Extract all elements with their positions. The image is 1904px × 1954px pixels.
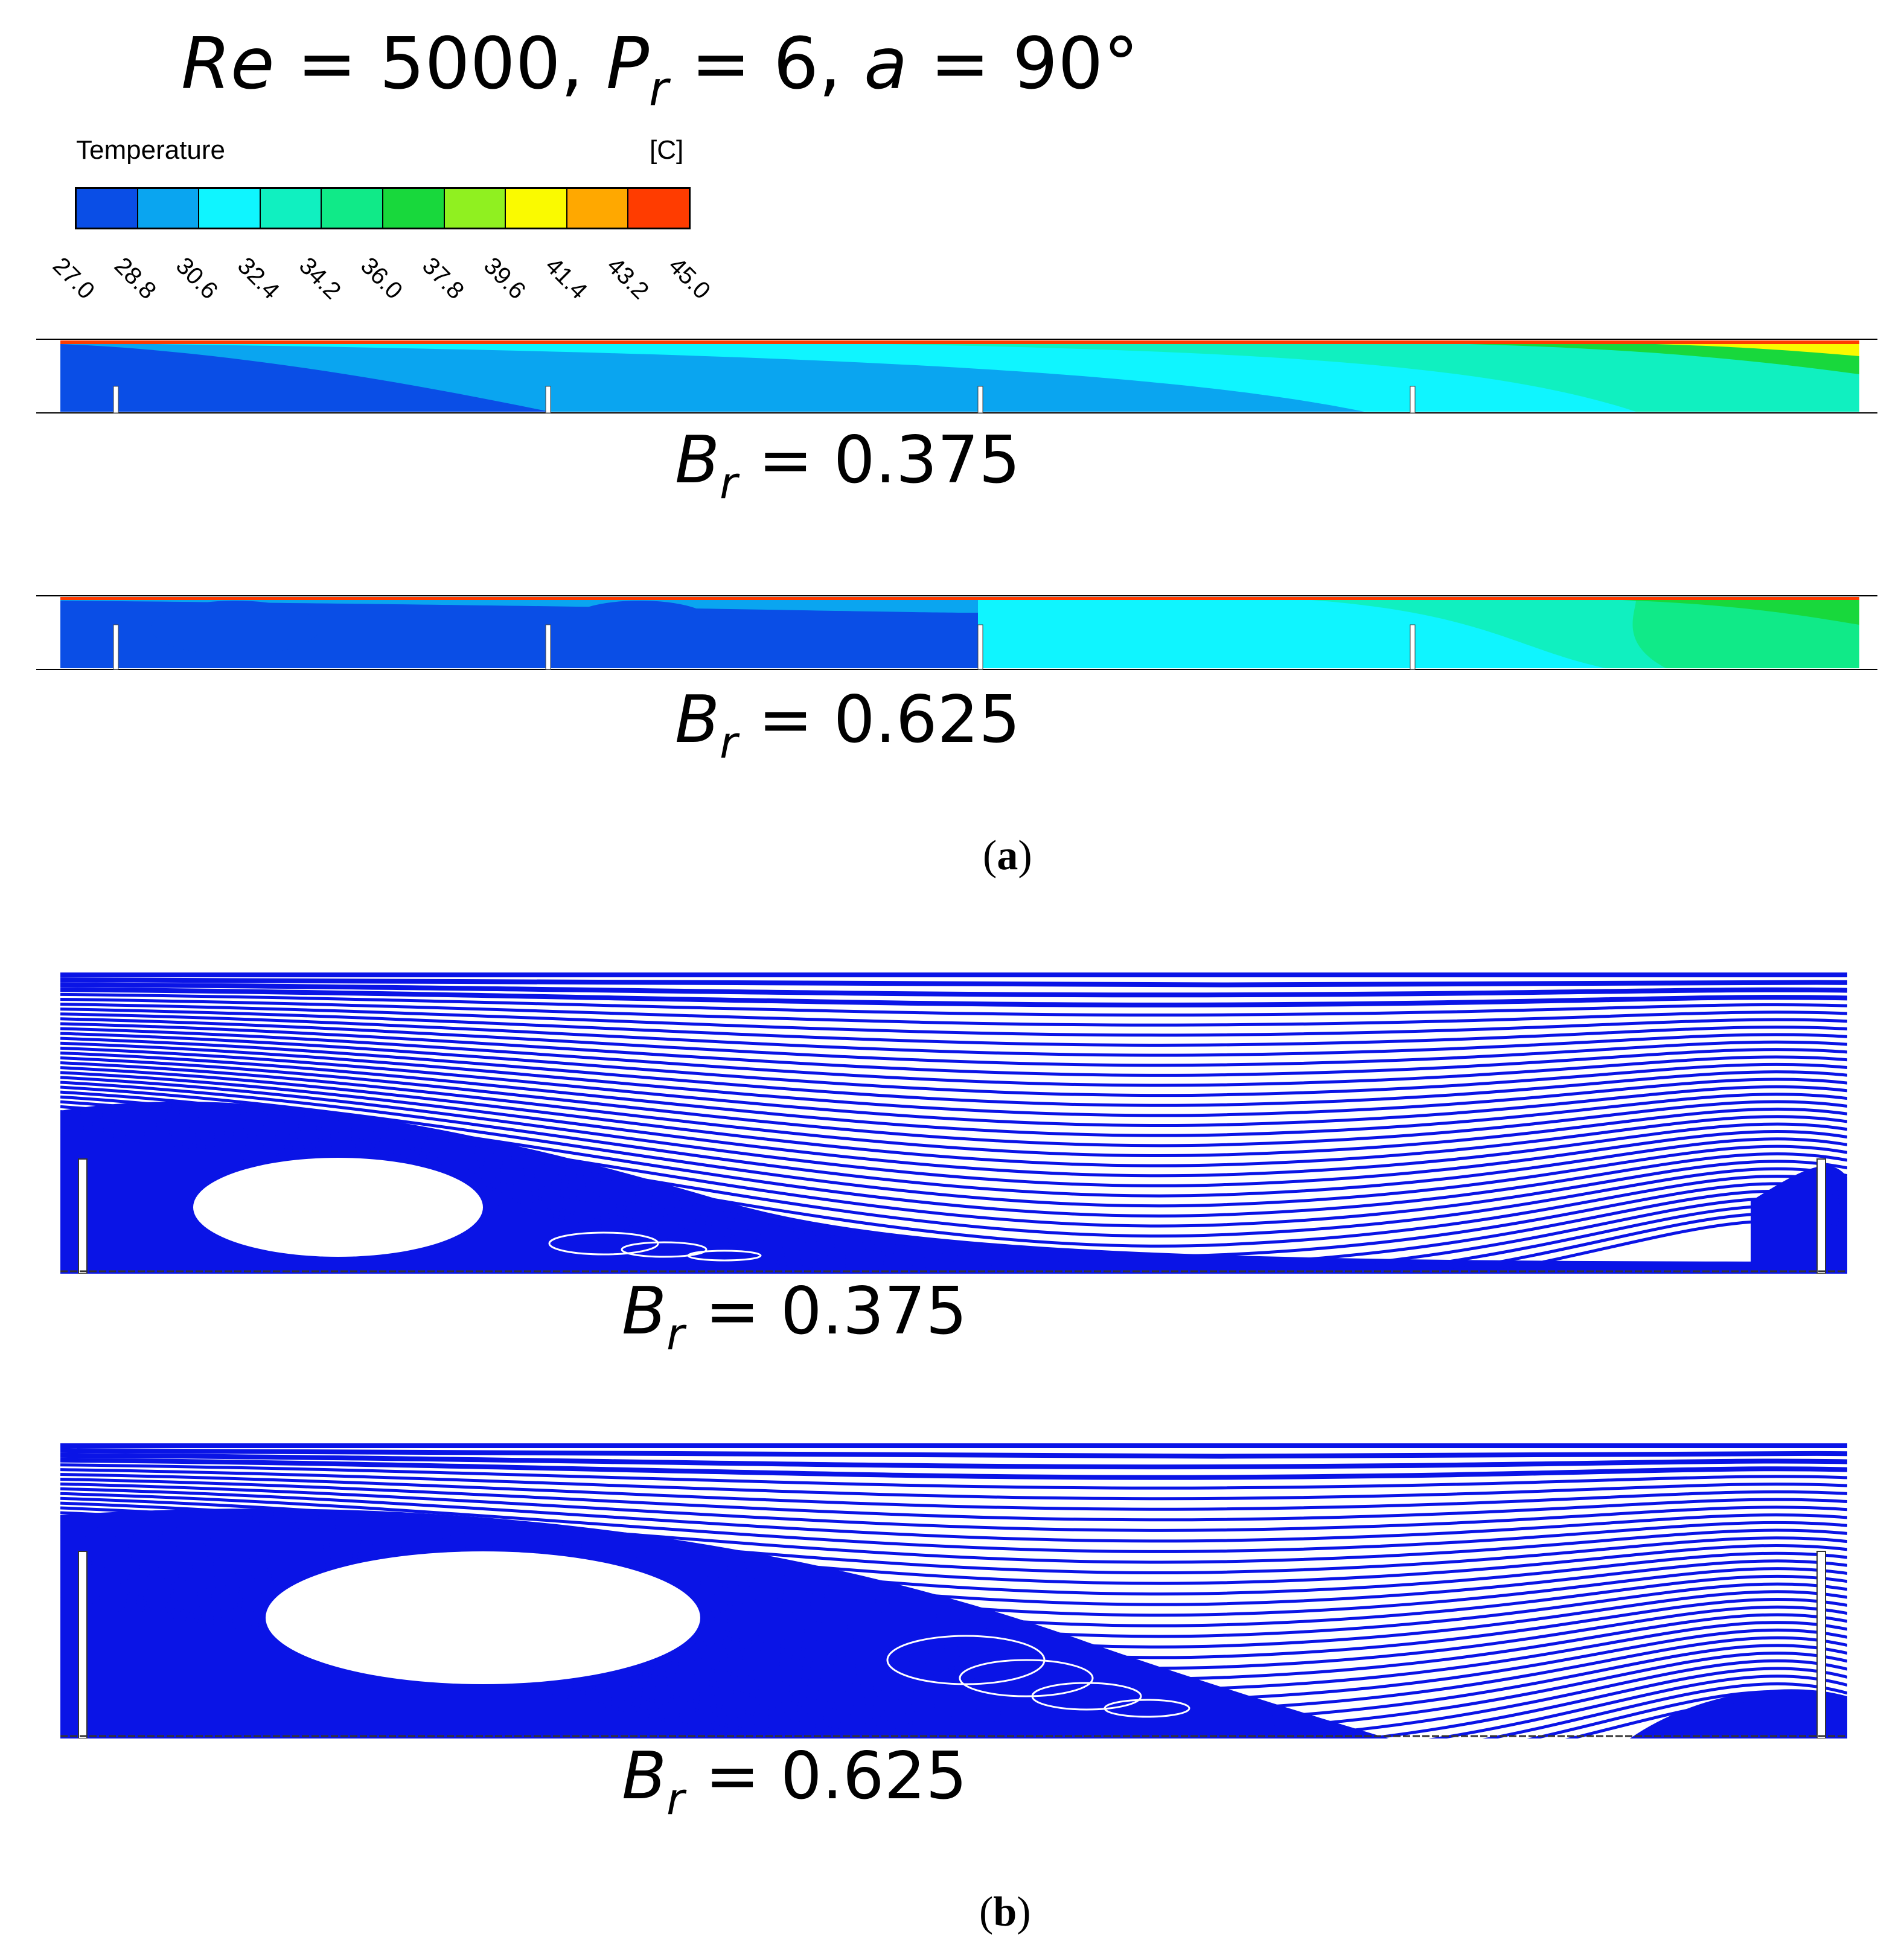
eddy-streamline [1031,1682,1142,1711]
eddy-streamline [1104,1699,1190,1718]
label-a-br-0625: Br = 0.625 [675,682,1021,768]
subfigure-caption-b: (b) [979,1889,1031,1935]
vortex-core [266,1551,700,1684]
streamline [60,1032,1847,1097]
streamline [60,1511,1847,1596]
streamline [60,1081,1847,1198]
eddy-streamline [687,1250,762,1262]
colorbar-segment [505,189,566,228]
streamline [60,987,1847,1007]
streamline [60,1017,1847,1067]
streamlines-br-0625 [60,1443,1847,1738]
streamline [60,1007,1847,1047]
colorbar-tick-label: 30.6 [170,252,223,305]
vortex-core [193,1158,483,1257]
colorbar-segment [443,189,505,228]
streamline [60,1066,1847,1167]
label-b-br-0625: Br = 0.625 [622,1738,968,1824]
streamline [60,977,1847,988]
streamline [60,1027,1847,1087]
streamline [60,982,1847,998]
streamline [60,1457,1847,1480]
label-a-br-0375: Br = 0.375 [675,423,1021,508]
colorbar-segment [382,189,444,228]
streamline [60,1516,1847,1606]
streamline [60,1473,1847,1511]
streamline [60,1501,1847,1575]
colorbar-tick-label: 37.8 [417,252,470,305]
streamline [60,1036,1847,1107]
temperature-colorbar [75,187,691,229]
streamline [60,1492,1847,1553]
streamline [60,1003,1847,1037]
streamline [60,1041,1847,1117]
streamline [60,1487,1847,1543]
streamline [60,1061,1847,1157]
streamline [60,1115,1847,1268]
temperature-contour-br-0375 [36,339,1877,413]
streamline [60,1076,1847,1187]
eddy-streamline [621,1241,708,1258]
colorbar-tick-label: 39.6 [478,252,531,305]
colorbar-tick-label: 43.2 [601,252,654,305]
streamline [60,1105,1847,1248]
streamline [60,1085,1847,1208]
baffle [78,1551,88,1738]
streamline [60,1521,1847,1617]
colorbar-segment [627,189,689,228]
streamline [60,1448,1847,1459]
streamline [60,992,1847,1017]
colorbar-tick-label: 41.4 [540,252,593,305]
streamline [60,1012,1847,1057]
legend-unit: [C] [650,135,684,165]
subfigure-caption-a: (a) [983,832,1032,879]
streamline [60,1463,1847,1490]
streamline [60,997,1847,1027]
colorbar-tick-label: 45.0 [663,252,716,305]
baffle [1816,1158,1826,1274]
eddy-streamline [548,1231,659,1256]
streamline [60,1046,1847,1128]
legend-title: Temperature [76,135,226,165]
streamline [60,1071,1847,1178]
colorbar-segment [321,189,382,228]
streamline [60,1482,1847,1532]
colorbar-tick-label: 36.0 [355,252,408,305]
streamline [60,1100,1847,1238]
baffle [78,1158,88,1274]
colorbar-segment [566,189,628,228]
streamline [60,1452,1847,1470]
streamline [60,1477,1847,1522]
colorbar-segment [136,189,199,228]
streamline [60,1506,1847,1585]
streamline [60,1056,1847,1148]
streamline [60,1022,1847,1077]
streamline [60,1496,1847,1564]
colorbar-tick-label: 27.0 [47,252,100,305]
colorbar-segment [259,189,321,228]
colorbar-tick-label: 32.4 [232,252,285,305]
colorbar-segment [198,189,260,228]
colorbar-segment [77,189,137,228]
baffle [1816,1551,1826,1738]
streamline [60,1095,1847,1228]
streamline [60,1090,1847,1218]
streamline [60,1051,1847,1137]
streamline [60,1110,1847,1258]
streamlines-br-0375 [60,972,1847,1274]
colorbar-tick-label: 28.8 [109,252,162,305]
label-b-br-0375: Br = 0.375 [622,1274,968,1359]
streamline-group [60,1443,1847,1738]
figure-title: Re = 5000, Pr = 6, a = 90° [181,22,1139,117]
colorbar-tick-label: 34.2 [293,252,347,305]
streamline-group [60,972,1847,1274]
streamline [60,1468,1847,1501]
eddy-streamline [959,1659,1094,1697]
temperature-contour-br-0625 [36,595,1877,670]
